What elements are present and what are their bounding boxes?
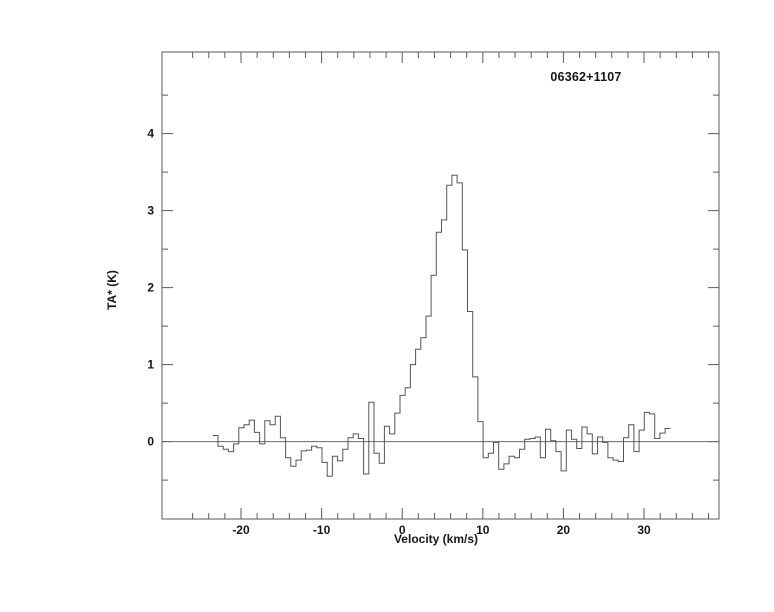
axis-ticks [162,52,719,519]
y-tick-label: 3 [147,204,154,218]
y-tick-label: 0 [147,435,154,449]
y-tick-label: 4 [147,127,154,141]
x-tick-label: 0 [399,523,406,537]
x-axis-label: Velocity (km/s) [394,532,478,546]
x-tick-label: -20 [232,523,250,537]
x-tick-label: 20 [557,523,571,537]
source-title: 06362+1107 [550,70,621,84]
y-tick-label: 2 [147,281,154,295]
spectrum-step-line [212,174,671,477]
axis-tick-labels: -20 -10 0 10 20 30 0 1 2 3 4 [147,127,651,537]
x-tick-label: 10 [476,523,490,537]
y-axis-label: TA* (K) [105,270,119,310]
x-tick-label: 30 [637,523,651,537]
plot-frame [161,51,720,520]
y-tick-label: 1 [147,358,154,372]
x-tick-label: -10 [313,523,331,537]
